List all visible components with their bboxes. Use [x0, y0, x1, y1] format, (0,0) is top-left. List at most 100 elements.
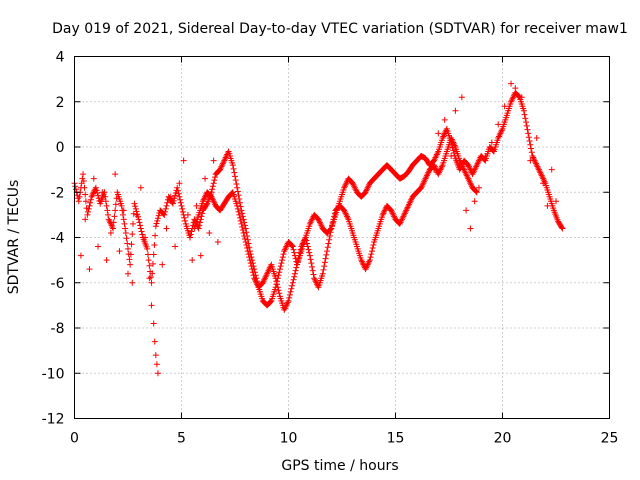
data-point-marker: [102, 193, 109, 200]
data-point-marker: [321, 263, 328, 270]
data-point-marker: [234, 202, 241, 209]
y-axis-label: SDTVAR / TECUs: [6, 180, 22, 295]
y-tick-label: 2: [56, 95, 65, 111]
x-tick-label: 20: [494, 431, 512, 447]
data-point-marker: [230, 165, 237, 172]
data-point-marker: [276, 269, 283, 276]
data-point-marker: [202, 175, 209, 182]
data-point-marker: [367, 254, 374, 261]
data-point-marker: [272, 275, 279, 282]
data-point-marker: [172, 192, 179, 199]
data-point-marker: [473, 189, 480, 196]
data-point-marker: [137, 222, 144, 229]
data-point-marker: [326, 236, 333, 243]
data-point-marker: [72, 183, 79, 190]
data-point-marker: [285, 297, 292, 304]
data-point-marker: [512, 85, 519, 92]
data-point-marker: [303, 237, 310, 244]
data-point-marker: [329, 219, 336, 226]
data-point-marker: [232, 177, 239, 184]
data-point-marker: [76, 193, 83, 200]
data-point-marker: [72, 186, 79, 193]
data-point-marker: [326, 232, 333, 239]
data-point-marker: [524, 126, 531, 133]
data-point-marker: [154, 370, 161, 377]
data-point-marker: [85, 208, 92, 215]
data-point-marker: [319, 270, 326, 277]
data-point-marker: [150, 320, 157, 327]
data-point-marker: [135, 216, 142, 223]
data-point-marker: [137, 225, 144, 232]
data-point-marker: [522, 115, 529, 122]
data-point-marker: [154, 217, 161, 224]
data-point-marker: [327, 229, 334, 236]
data-point-marker: [306, 252, 313, 259]
x-tick-label: 10: [280, 431, 298, 447]
data-point-marker: [175, 190, 182, 197]
data-point-marker: [488, 139, 495, 146]
data-point-marker: [154, 215, 161, 222]
data-point-marker: [294, 258, 301, 265]
data-point-marker: [210, 180, 217, 187]
data-point-marker: [199, 210, 206, 217]
data-point-marker: [123, 235, 130, 242]
data-point-marker: [182, 217, 189, 224]
data-point-marker: [120, 216, 127, 223]
data-point-marker: [245, 251, 252, 258]
data-point-marker: [196, 222, 203, 229]
data-point-marker: [146, 262, 153, 269]
data-point-marker: [293, 264, 300, 271]
data-point-marker: [94, 190, 101, 197]
data-point-marker: [148, 302, 155, 309]
data-point-marker: [179, 205, 186, 212]
data-point-marker: [161, 211, 168, 218]
data-point-marker: [527, 141, 534, 148]
data-point-marker: [325, 240, 332, 247]
data-point-marker: [132, 203, 139, 210]
data-point-marker: [133, 211, 140, 218]
data-point-marker: [304, 243, 311, 250]
data-point-marker: [236, 211, 243, 218]
data-point-marker: [450, 147, 457, 154]
data-point-marker: [129, 220, 136, 227]
data-point-marker: [548, 166, 555, 173]
data-point-marker: [132, 205, 139, 212]
x-tick-label: 0: [70, 431, 79, 447]
data-point-marker: [129, 279, 136, 286]
data-point-marker: [244, 245, 251, 252]
data-point-marker: [292, 267, 299, 274]
data-point-marker: [134, 211, 141, 218]
data-point-marker: [231, 169, 238, 176]
chart-title: Day 019 of 2021, Sidereal Day-to-day VTE…: [52, 21, 628, 37]
data-point-marker: [467, 225, 474, 232]
data-point-marker: [331, 213, 338, 220]
data-point-marker: [178, 202, 185, 209]
data-point-marker: [103, 202, 110, 209]
data-point-marker: [90, 175, 97, 182]
data-point-marker: [528, 149, 535, 156]
data-point-marker: [127, 261, 134, 268]
data-point-marker: [249, 266, 256, 273]
data-point-marker: [501, 103, 508, 110]
data-point-marker: [187, 231, 194, 238]
data-point-marker: [289, 242, 296, 249]
data-point-marker: [435, 130, 442, 137]
plot-frame: [74, 56, 610, 419]
data-point-marker: [122, 225, 129, 232]
data-point-marker: [235, 208, 242, 215]
data-point-marker: [138, 228, 145, 235]
data-point-marker: [448, 153, 455, 160]
data-point-marker: [92, 184, 99, 191]
data-point-marker: [102, 198, 109, 205]
data-point-marker: [234, 184, 241, 191]
data-point-marker: [233, 180, 240, 187]
data-point-marker: [553, 198, 559, 205]
data-point-marker: [276, 266, 283, 273]
data-point-marker: [162, 205, 169, 212]
data-point-marker: [515, 93, 522, 100]
data-point-marker: [189, 257, 196, 264]
data-point-marker: [197, 252, 204, 259]
data-point-marker: [214, 239, 221, 246]
data-point-marker: [179, 208, 186, 215]
data-point-marker: [110, 219, 117, 226]
